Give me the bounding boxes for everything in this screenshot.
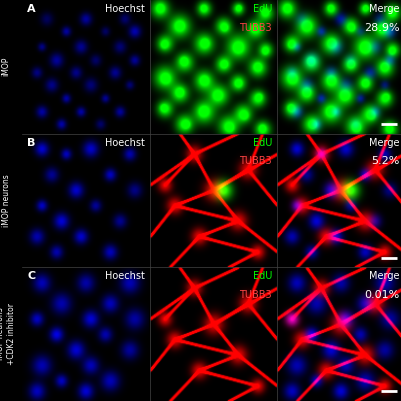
Text: EdU: EdU	[253, 271, 272, 281]
Text: C: C	[27, 271, 35, 281]
Text: EdU: EdU	[253, 138, 272, 148]
Text: Hoechst: Hoechst	[105, 138, 145, 148]
Text: TUBB3: TUBB3	[239, 156, 272, 166]
Text: Merge: Merge	[369, 138, 400, 148]
Text: Hoechst: Hoechst	[105, 271, 145, 281]
Text: A: A	[27, 4, 36, 14]
Text: TUBB3: TUBB3	[239, 290, 272, 300]
Text: 0.01%: 0.01%	[365, 290, 400, 300]
Text: B: B	[27, 138, 35, 148]
Text: iMOP neurons: iMOP neurons	[2, 174, 10, 227]
Text: 28.9%: 28.9%	[364, 23, 400, 33]
Text: iMOP neurons
+CDK2 inhibitor: iMOP neurons +CDK2 inhibitor	[0, 303, 16, 365]
Text: iMOP: iMOP	[2, 57, 10, 77]
Text: EdU: EdU	[253, 4, 272, 14]
Text: 5.2%: 5.2%	[371, 156, 400, 166]
Text: Merge: Merge	[369, 4, 400, 14]
Text: Merge: Merge	[369, 271, 400, 281]
Text: Hoechst: Hoechst	[105, 4, 145, 14]
Text: TUBB3: TUBB3	[239, 23, 272, 33]
